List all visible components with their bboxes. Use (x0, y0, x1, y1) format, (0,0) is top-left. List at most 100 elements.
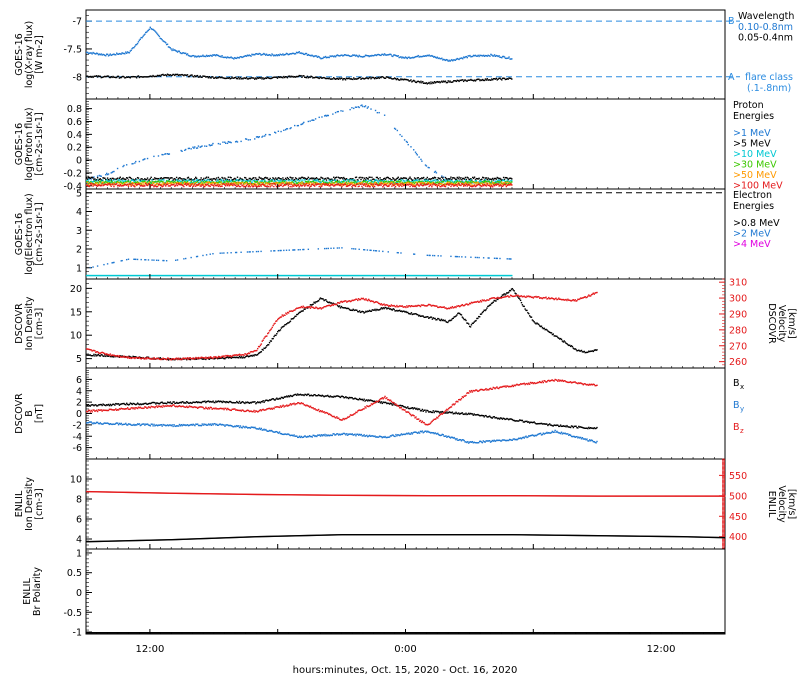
data-point (168, 178, 171, 181)
data-point (339, 274, 341, 277)
data-point (323, 299, 325, 302)
data-point (497, 274, 499, 277)
data-point (223, 56, 225, 59)
data-point (302, 248, 304, 251)
data-point (274, 131, 276, 133)
data-point (403, 310, 405, 313)
data-point (184, 274, 186, 277)
data-point (278, 180, 280, 182)
data-point (472, 181, 475, 184)
data-point (246, 54, 249, 56)
data-point (356, 181, 359, 183)
data-point (286, 128, 289, 130)
data-point (248, 184, 250, 186)
data-point (360, 55, 362, 58)
data-point (442, 181, 445, 183)
data-point (142, 185, 144, 187)
data-point (405, 181, 408, 184)
data-point (452, 183, 454, 185)
data-point (177, 274, 180, 277)
data-point (357, 180, 359, 182)
data-point (429, 184, 431, 186)
data-point (120, 182, 122, 185)
data-point (173, 183, 175, 185)
data-point (444, 80, 447, 82)
data-point (398, 183, 400, 186)
data-point (446, 183, 449, 185)
data-point (486, 182, 488, 184)
data-point (301, 181, 303, 184)
data-point (481, 54, 483, 57)
data-point (158, 35, 161, 38)
data-point (346, 54, 349, 57)
data-point (110, 75, 112, 78)
data-point (420, 181, 422, 184)
data-point (468, 79, 470, 81)
data-point (138, 182, 141, 184)
data-point (261, 136, 263, 138)
data-point (182, 184, 184, 187)
data-point (156, 33, 159, 35)
data-point (252, 274, 254, 277)
data-point (282, 185, 284, 188)
data-point (450, 274, 452, 277)
data-point (242, 179, 244, 181)
data-point (370, 78, 372, 80)
data-point (313, 119, 315, 122)
data-point (273, 274, 275, 277)
data-point (347, 307, 350, 310)
data-point (161, 153, 163, 156)
data-point (227, 180, 230, 182)
data-point (284, 76, 286, 79)
data-point (461, 316, 464, 318)
data-point (505, 78, 508, 80)
data-point (254, 77, 257, 79)
data-point (134, 180, 136, 182)
data-point (316, 179, 319, 181)
data-point (137, 177, 140, 179)
data-point (449, 274, 451, 277)
data-point (273, 335, 275, 338)
data-point (456, 79, 458, 82)
y-tick-label: 0.8 (67, 104, 82, 115)
data-point (423, 179, 426, 181)
data-point (243, 77, 245, 79)
data-point (222, 141, 224, 143)
data-point (348, 77, 350, 79)
data-point (336, 183, 339, 186)
data-point (335, 183, 338, 186)
data-point (257, 184, 260, 186)
data-point (116, 177, 119, 179)
data-point (491, 181, 493, 183)
data-point (309, 185, 311, 188)
data-point (86, 178, 89, 180)
data-point (435, 181, 438, 184)
data-point (112, 261, 114, 264)
data-point (328, 178, 330, 180)
data-point (390, 77, 392, 80)
data-point (330, 274, 332, 277)
data-point (169, 182, 171, 184)
data-point (282, 177, 284, 179)
data-point (232, 182, 234, 185)
data-point (503, 274, 506, 277)
data-point (318, 180, 320, 183)
data-point (303, 53, 306, 56)
data-point (468, 183, 470, 185)
data-point (482, 184, 484, 186)
data-point (223, 183, 225, 185)
data-point (258, 183, 260, 185)
data-point (423, 274, 426, 277)
data-point (261, 348, 263, 351)
data-point (221, 274, 223, 277)
data-point (494, 182, 497, 184)
data-point (115, 76, 117, 79)
data-point (383, 180, 385, 183)
data-point (98, 178, 101, 181)
data-point (405, 140, 408, 143)
data-point (118, 179, 121, 181)
data-point (251, 77, 253, 79)
data-point (484, 177, 487, 179)
data-point (153, 75, 155, 78)
data-point (390, 181, 392, 184)
